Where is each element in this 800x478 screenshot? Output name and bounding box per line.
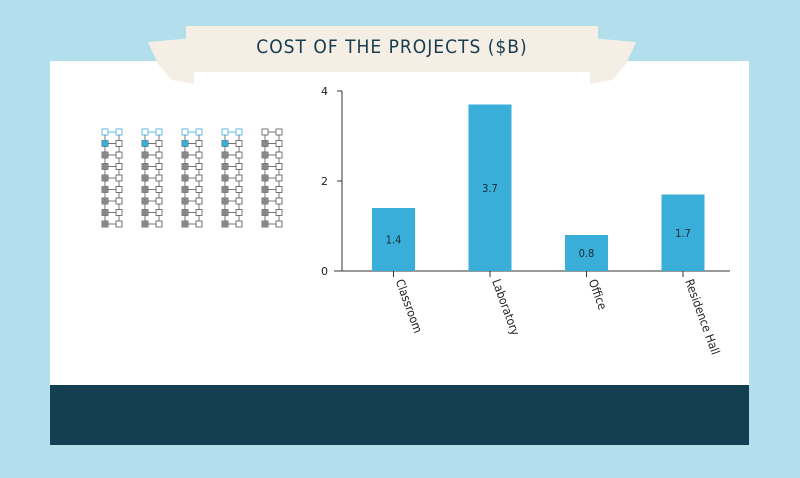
bar [565,235,608,271]
y-tick-label: 0 [321,265,328,278]
x-tick-label: Office [586,277,610,312]
data-label: 1.7 [675,227,691,240]
building-icon-grid [101,128,283,228]
footer-band [50,385,749,445]
x-tick-label: Classroom [393,277,425,335]
x-tick-label: Laboratory [489,277,522,338]
building-icon [221,128,243,228]
ribbon-shape [148,26,636,84]
building-icon [181,128,203,228]
bar [468,104,512,271]
building-icon [261,128,283,228]
building-icon [141,128,163,228]
chart-bars [372,104,705,271]
y-tick-label: 2 [321,175,328,188]
chart-title: COST OF THE PROJECTS ($B) [256,36,528,58]
y-tick-label: 4 [321,85,328,98]
bar [661,194,705,271]
title-banner: COST OF THE PROJECTS ($B) [146,24,638,86]
data-label: 1.4 [386,234,402,247]
building-icon [101,128,123,228]
bar [372,208,415,271]
data-label: 3.7 [482,182,498,195]
data-label: 0.8 [579,247,595,260]
x-tick-label: Residence Hall [682,277,722,356]
